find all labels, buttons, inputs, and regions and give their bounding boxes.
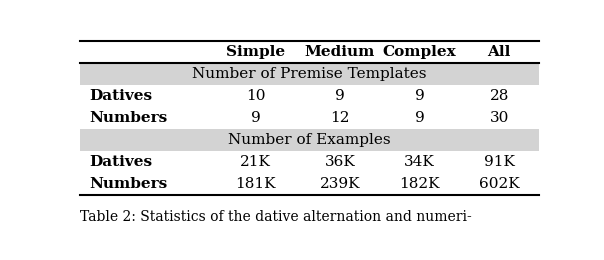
Text: 9: 9 — [415, 89, 425, 103]
Bar — [80, 151, 539, 173]
Bar — [80, 63, 539, 85]
Text: 239K: 239K — [320, 177, 360, 191]
Text: 182K: 182K — [399, 177, 440, 191]
Text: 28: 28 — [489, 89, 509, 103]
Text: Medium: Medium — [305, 45, 375, 59]
Text: 12: 12 — [330, 111, 350, 125]
Bar — [80, 173, 539, 195]
Bar — [80, 129, 539, 151]
Bar — [80, 85, 539, 107]
Text: Number of Examples: Number of Examples — [228, 133, 391, 147]
Text: Numbers: Numbers — [89, 111, 168, 125]
Text: 181K: 181K — [236, 177, 276, 191]
Text: 30: 30 — [489, 111, 509, 125]
Text: Complex: Complex — [383, 45, 457, 59]
Text: Datives: Datives — [89, 155, 153, 169]
Text: 9: 9 — [415, 111, 425, 125]
Text: 10: 10 — [246, 89, 266, 103]
Text: 21K: 21K — [240, 155, 271, 169]
Text: All: All — [487, 45, 511, 59]
Text: 34K: 34K — [404, 155, 435, 169]
Text: 9: 9 — [335, 89, 345, 103]
Text: Simple: Simple — [226, 45, 285, 59]
Text: 91K: 91K — [484, 155, 515, 169]
Text: 36K: 36K — [324, 155, 355, 169]
Text: Numbers: Numbers — [89, 177, 168, 191]
Text: 602K: 602K — [479, 177, 519, 191]
Bar — [80, 41, 539, 63]
Text: Datives: Datives — [89, 89, 153, 103]
Bar — [80, 107, 539, 129]
Text: Table 2: Statistics of the dative alternation and numeri-: Table 2: Statistics of the dative altern… — [80, 210, 472, 224]
Text: Number of Premise Templates: Number of Premise Templates — [192, 67, 427, 81]
Text: 9: 9 — [251, 111, 260, 125]
